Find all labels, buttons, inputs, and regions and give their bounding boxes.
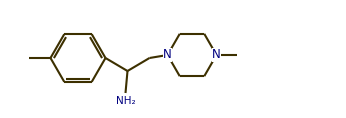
Text: N: N	[212, 48, 221, 61]
Text: N: N	[163, 48, 172, 61]
Text: NH₂: NH₂	[116, 96, 135, 106]
